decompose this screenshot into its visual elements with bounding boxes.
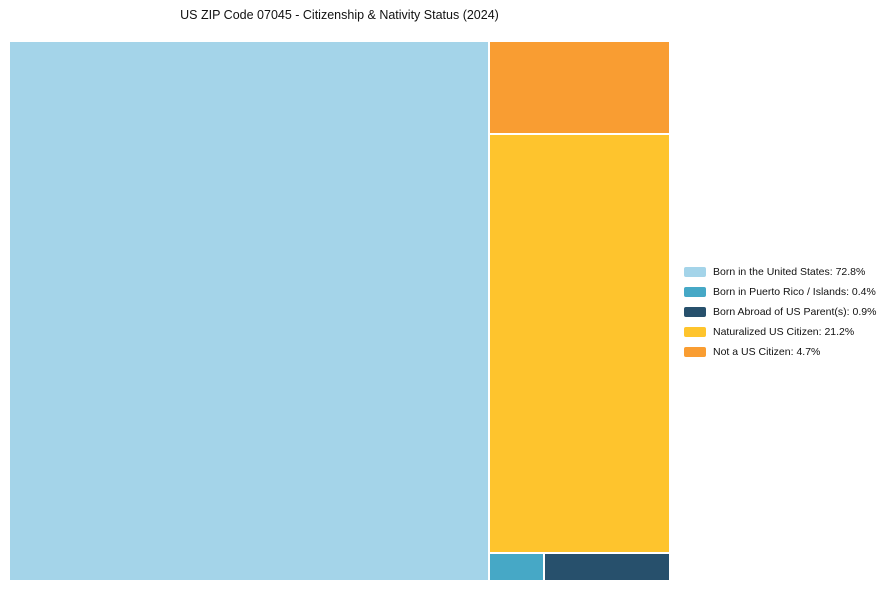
legend-swatch-born-in-puerto-rico-islands — [684, 287, 706, 297]
treemap-cell-born-in-the-united-states[interactable] — [10, 42, 488, 580]
legend-item-naturalized-us-citizen[interactable]: Naturalized US Citizen: 21.2% — [684, 326, 876, 338]
legend-label: Naturalized US Citizen: 21.2% — [713, 326, 855, 338]
legend-label: Born in the United States: 72.8% — [713, 266, 866, 278]
legend-label: Not a US Citizen: 4.7% — [713, 346, 821, 358]
chart-title: US ZIP Code 07045 - Citizenship & Nativi… — [180, 8, 499, 22]
legend-swatch-born-in-the-united-states — [684, 267, 706, 277]
legend-item-not-a-us-citizen[interactable]: Not a US Citizen: 4.7% — [684, 346, 876, 358]
treemap-cell-born-in-puerto-rico-islands[interactable] — [489, 554, 543, 580]
legend-label: Born in Puerto Rico / Islands: 0.4% — [713, 286, 876, 298]
treemap — [10, 42, 669, 580]
treemap-cell-not-a-us-citizen[interactable] — [489, 42, 669, 133]
legend-item-born-in-puerto-rico-islands[interactable]: Born in Puerto Rico / Islands: 0.4% — [684, 286, 876, 298]
legend: Born in the United States: 72.8% Born in … — [684, 266, 876, 366]
legend-swatch-not-a-us-citizen — [684, 347, 706, 357]
legend-item-born-abroad-of-us-parent-s[interactable]: Born Abroad of US Parent(s): 0.9% — [684, 306, 876, 318]
treemap-cell-naturalized-us-citizen[interactable] — [489, 134, 669, 553]
legend-item-born-in-the-united-states[interactable]: Born in the United States: 72.8% — [684, 266, 876, 278]
legend-label: Born Abroad of US Parent(s): 0.9% — [713, 306, 877, 318]
legend-swatch-naturalized-us-citizen — [684, 327, 706, 337]
treemap-cell-born-abroad-of-us-parent-s[interactable] — [544, 554, 669, 580]
legend-swatch-born-abroad-of-us-parent-s — [684, 307, 706, 317]
